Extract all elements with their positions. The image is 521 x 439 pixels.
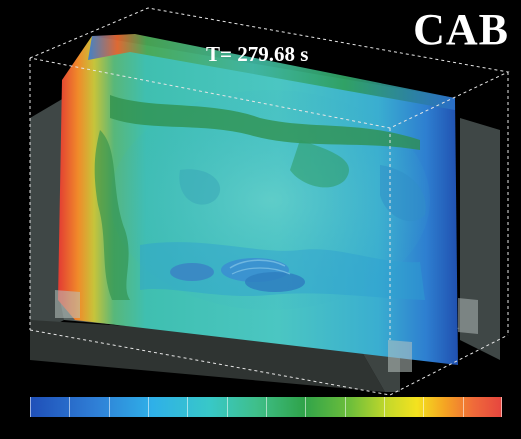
case-label: CAB	[413, 5, 509, 54]
colorbar-tick-labels	[30, 420, 502, 434]
colorbar-tick	[30, 397, 31, 417]
colorbar-tick	[384, 397, 385, 417]
colorbar-tick	[266, 397, 267, 417]
colorbar-tick	[108, 397, 110, 417]
colorbar-tick	[462, 397, 464, 417]
domain-outline	[29, 7, 510, 396]
colorbar-tick	[423, 397, 425, 417]
left-back-panel	[30, 98, 64, 338]
colorbar-tick	[305, 397, 307, 417]
colorbar-tick	[344, 397, 346, 417]
colorbar-tick	[226, 397, 228, 417]
color-bar	[30, 397, 503, 417]
colorbar-tick	[69, 397, 71, 417]
colorbar-tick	[501, 397, 503, 417]
colorbar-tick	[187, 397, 189, 417]
flow-top	[88, 34, 455, 110]
colorbar-tick	[148, 397, 149, 417]
time-label: T= 279.68 s	[206, 42, 309, 66]
